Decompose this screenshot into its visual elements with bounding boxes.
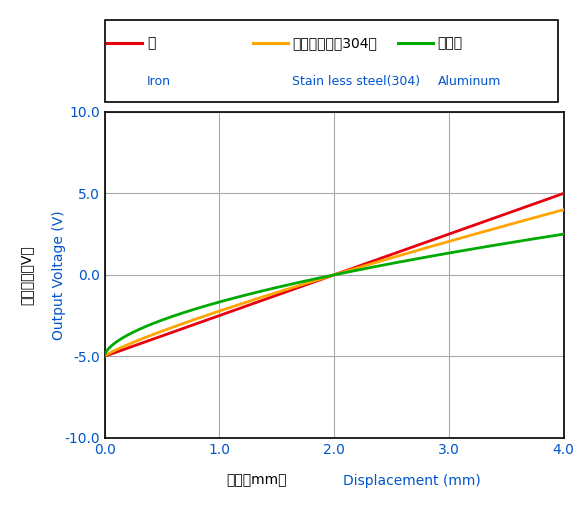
Text: Iron: Iron	[147, 75, 171, 88]
Text: 変位（mm）: 変位（mm）	[226, 473, 286, 488]
Text: Output Voltage (V): Output Voltage (V)	[52, 210, 66, 340]
Text: アルミ: アルミ	[437, 36, 462, 50]
Text: 鉄: 鉄	[147, 36, 155, 50]
Text: 出力電圧（V）: 出力電圧（V）	[20, 245, 34, 305]
Text: ステンレス（304）: ステンレス（304）	[292, 36, 377, 50]
Text: Stain less steel(304): Stain less steel(304)	[292, 75, 421, 88]
Text: Displacement (mm): Displacement (mm)	[343, 473, 481, 488]
Text: (After calibration): (After calibration)	[436, 88, 559, 102]
Text: Aluminum: Aluminum	[437, 75, 501, 88]
